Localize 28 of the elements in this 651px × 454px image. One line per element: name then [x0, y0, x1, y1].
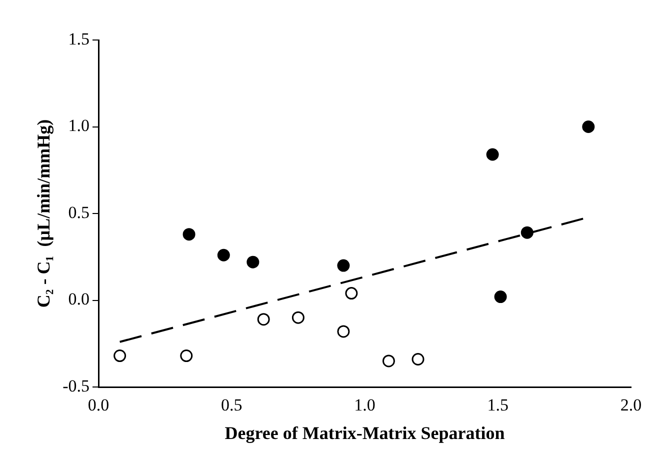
point — [180, 350, 193, 362]
point — [520, 226, 534, 239]
x-tick-label: 0.0 — [88, 396, 110, 415]
y-tick-label: 1.5 — [68, 29, 90, 48]
point — [337, 325, 350, 338]
point — [182, 228, 196, 241]
point — [486, 148, 499, 161]
x-tick-label: 2.0 — [620, 396, 642, 415]
point — [246, 256, 260, 268]
y-tick-label: 0.5 — [68, 202, 90, 222]
y-tick-label: 0.0 — [68, 290, 90, 309]
point — [382, 354, 395, 368]
point — [582, 120, 595, 133]
point — [257, 313, 270, 326]
x-tick-label: 1.0 — [354, 396, 376, 415]
x-tick-label: 0.5 — [221, 396, 242, 415]
point — [292, 311, 304, 324]
y-axis-title: C₂ - C₁ (µL/min/mmHg) — [33, 119, 54, 308]
point — [217, 248, 230, 262]
x-axis-title: Degree of Matrix-Matrix Separation — [224, 422, 505, 443]
x-tick-label: 1.5 — [487, 396, 509, 415]
point — [337, 259, 350, 272]
point — [345, 287, 358, 300]
point — [494, 290, 507, 304]
y-tick-label: -0.5 — [62, 376, 90, 396]
y-tick-label: 1.0 — [68, 116, 90, 136]
point — [412, 352, 424, 366]
point — [114, 350, 126, 362]
